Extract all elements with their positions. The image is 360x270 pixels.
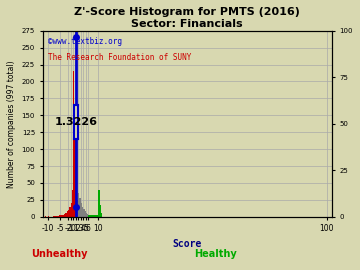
Bar (81, 203, 82, 217)
Bar (69, 207, 71, 217)
Bar (101, 213, 102, 217)
Bar (92, 215, 93, 217)
Bar (96, 215, 97, 217)
Bar (97, 215, 99, 217)
Bar (99, 190, 100, 217)
Text: ©www.textbiz.org: ©www.textbiz.org (49, 37, 122, 46)
Bar (83, 209, 85, 217)
Bar (64, 214, 66, 217)
Title: Z'-Score Histogram for PMTS (2016)
Sector: Financials: Z'-Score Histogram for PMTS (2016) Secto… (75, 7, 300, 29)
Bar (85, 211, 86, 217)
Bar (80, 198, 81, 217)
Bar (58, 216, 59, 217)
Bar (57, 216, 58, 217)
Bar (48, 216, 49, 217)
Bar (72, 190, 73, 217)
Text: Unhealthy: Unhealthy (31, 249, 87, 259)
Bar (62, 215, 63, 217)
Bar (78, 193, 80, 217)
Bar (63, 215, 64, 217)
Bar (55, 216, 57, 217)
Bar (42, 216, 44, 217)
Bar (100, 205, 101, 217)
Bar (60, 215, 62, 217)
Bar (76, 159, 77, 217)
Bar (71, 203, 72, 217)
Bar (77, 200, 78, 217)
Bar (75, 112, 76, 217)
Text: The Research Foundation of SUNY: The Research Foundation of SUNY (49, 53, 192, 62)
Bar (82, 207, 83, 217)
Bar (95, 215, 96, 217)
Text: Healthy: Healthy (194, 249, 237, 259)
Text: 1.3226: 1.3226 (55, 117, 98, 127)
FancyBboxPatch shape (75, 105, 78, 139)
Bar (88, 215, 90, 217)
Bar (53, 216, 54, 217)
Bar (73, 71, 75, 217)
Bar (66, 213, 67, 217)
Y-axis label: Number of companies (997 total): Number of companies (997 total) (7, 60, 16, 188)
Bar (93, 215, 95, 217)
Bar (90, 215, 91, 217)
Bar (86, 213, 87, 217)
Bar (87, 214, 88, 217)
Bar (68, 210, 69, 217)
Bar (59, 215, 60, 217)
X-axis label: Score: Score (172, 239, 202, 249)
Bar (91, 215, 92, 217)
Bar (54, 216, 55, 217)
Bar (45, 216, 46, 217)
Bar (67, 211, 68, 217)
